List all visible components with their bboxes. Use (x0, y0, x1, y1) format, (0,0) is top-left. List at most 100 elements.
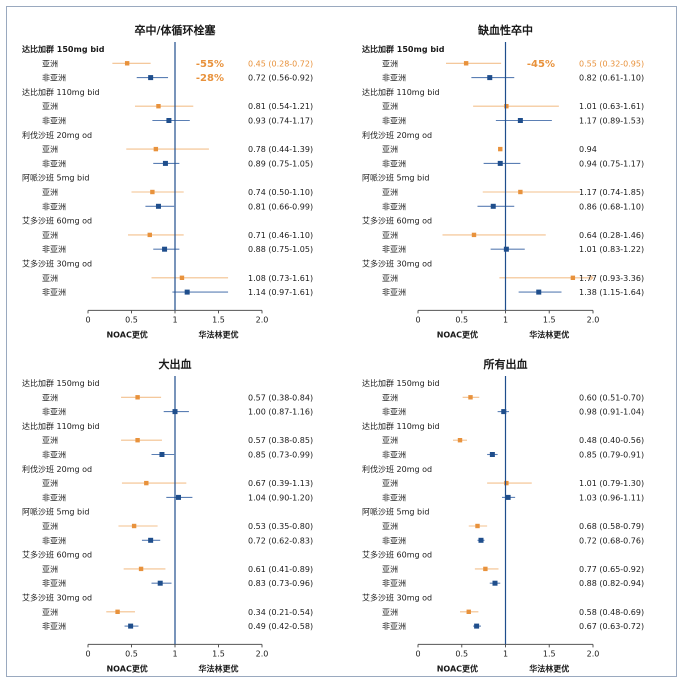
favors-noac-label: NOAC更优 (437, 663, 478, 673)
hr-ci-label: 0.85 (0.73-0.99) (248, 451, 313, 460)
region-label-asia: 亚洲 (42, 608, 58, 617)
point-estimate (184, 289, 190, 295)
point-estimate (128, 623, 134, 629)
hr-ci-label: 1.38 (1.15-1.64) (579, 288, 644, 297)
hr-ci-label: 0.88 (0.75-1.05) (248, 245, 313, 254)
hr-ci-label: 1.08 (0.73-1.61) (248, 274, 313, 283)
point-estimate (156, 104, 161, 109)
hr-ci-label: 1.04 (0.90-1.20) (248, 493, 313, 502)
hr-ci-label: 0.72 (0.62-0.83) (248, 536, 313, 545)
drug-label: 艾多沙班 60mg od (362, 216, 432, 226)
region-label-asia: 亚洲 (382, 59, 398, 68)
hr-ci-label: 0.67 (0.63-0.72) (579, 622, 644, 631)
hr-ci-label: 0.88 (0.82-0.94) (579, 579, 644, 588)
point-estimate (478, 537, 484, 543)
region-label-non-asia: 非亚洲 (382, 158, 406, 168)
point-estimate (497, 160, 503, 166)
region-label-asia: 亚洲 (382, 231, 398, 240)
x-tick-label: 0 (85, 649, 90, 658)
point-estimate (501, 409, 507, 415)
x-tick-label: 1.5 (543, 315, 556, 324)
region-label-asia: 亚洲 (382, 188, 398, 197)
hr-ci-label: 0.68 (0.58-0.79) (579, 522, 644, 531)
point-estimate (536, 289, 542, 295)
drug-label: 达比加群 110mg bid (22, 421, 100, 431)
hr-ci-label: 0.72 (0.68-0.76) (579, 536, 644, 545)
hr-ci-label: 1.14 (0.97-1.61) (248, 288, 313, 297)
point-estimate (505, 494, 511, 500)
hr-ci-label: 0.55 (0.32-0.95) (579, 59, 644, 68)
point-estimate (148, 537, 154, 543)
hr-ci-label: 0.61 (0.41-0.89) (248, 565, 313, 574)
point-estimate (162, 160, 168, 166)
region-label-non-asia: 非亚洲 (382, 201, 406, 211)
panel-title: 缺血性卒中 (477, 23, 533, 37)
point-estimate (498, 146, 503, 152)
region-label-non-asia: 非亚洲 (42, 158, 66, 168)
region-label-non-asia: 非亚洲 (382, 116, 406, 126)
hr-ci-label: 0.81 (0.66-0.99) (248, 202, 313, 211)
favors-warfarin-label: 华法林更优 (529, 329, 569, 339)
point-estimate (483, 566, 488, 572)
x-tick-label: 1 (172, 649, 177, 658)
point-estimate (135, 438, 140, 443)
drug-label: 达比加群 150mg bid (22, 378, 100, 388)
x-tick-label: 2.0 (587, 649, 600, 658)
region-label-asia: 亚洲 (42, 145, 58, 154)
drug-label: 艾多沙班 30mg od (362, 593, 432, 603)
region-label-non-asia: 非亚洲 (42, 578, 66, 588)
region-label-non-asia: 非亚洲 (42, 450, 66, 460)
hr-ci-label: 0.82 (0.61-1.10) (579, 74, 644, 83)
hr-ci-label: 0.85 (0.79-0.91) (579, 451, 644, 460)
drug-label: 达比加群 110mg bid (362, 87, 440, 97)
drug-label: 阿哌沙班 5mg bid (362, 507, 429, 517)
region-label-asia: 亚洲 (382, 436, 398, 445)
hr-ci-label: 0.57 (0.38-0.85) (248, 436, 313, 445)
region-label-asia: 亚洲 (382, 393, 398, 402)
point-estimate (115, 609, 120, 614)
hr-ci-label: 1.01 (0.63-1.61) (579, 102, 644, 111)
x-tick-label: 1.5 (543, 649, 556, 658)
hr-ci-label: 0.98 (0.91-1.04) (579, 408, 644, 417)
region-label-non-asia: 非亚洲 (42, 244, 66, 254)
region-label-non-asia: 非亚洲 (42, 535, 66, 545)
region-label-non-asia: 非亚洲 (382, 287, 406, 297)
ci-arrow (589, 274, 594, 281)
drug-label: 艾多沙班 30mg od (22, 593, 92, 603)
point-estimate (144, 480, 149, 486)
x-tick-label: 2.0 (587, 315, 600, 324)
x-tick-label: 1 (503, 649, 508, 658)
point-estimate (150, 189, 155, 195)
x-tick-label: 1 (503, 315, 508, 324)
point-estimate (175, 494, 181, 500)
point-estimate (138, 566, 144, 572)
region-label-asia: 亚洲 (382, 608, 398, 617)
favors-warfarin-label: 华法林更优 (529, 663, 569, 673)
point-estimate (457, 438, 463, 443)
region-label-non-asia: 非亚洲 (42, 116, 66, 126)
hr-ci-label: 0.34 (0.21-0.54) (248, 608, 313, 617)
drug-label: 艾多沙班 30mg od (362, 259, 432, 269)
drug-label: 达比加群 150mg bid (22, 44, 105, 54)
point-estimate (570, 275, 576, 280)
hr-ci-label: 1.17 (0.89-1.53) (579, 117, 644, 126)
x-tick-label: 0.5 (125, 649, 138, 658)
point-estimate (157, 580, 163, 586)
point-estimate (166, 118, 172, 123)
favors-noac-label: NOAC更优 (437, 329, 478, 339)
region-label-asia: 亚洲 (382, 522, 398, 531)
point-estimate (489, 452, 495, 457)
region-label-non-asia: 非亚洲 (382, 621, 406, 631)
hr-ci-label: 1.17 (0.74-1.85) (579, 188, 644, 197)
point-estimate (475, 523, 480, 529)
hr-ci-label: 0.74 (0.50-1.10) (248, 188, 313, 197)
region-label-non-asia: 非亚洲 (382, 450, 406, 460)
hr-ci-label: 0.94 (579, 145, 597, 154)
x-tick-label: 0.5 (455, 315, 468, 324)
drug-label: 利伐沙班 20mg od (362, 130, 432, 140)
point-estimate (504, 480, 509, 486)
point-estimate (517, 118, 523, 123)
point-estimate (503, 246, 509, 252)
